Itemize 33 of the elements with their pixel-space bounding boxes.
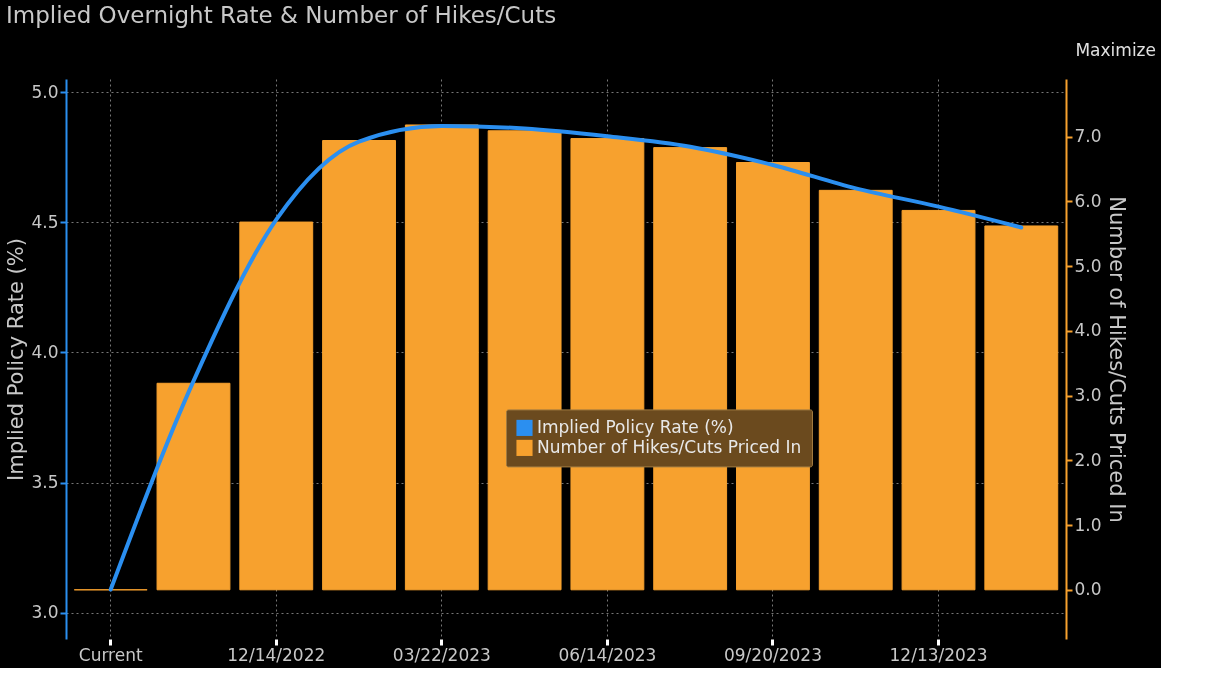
y-tick-label: 5.0 <box>31 81 59 102</box>
text: Maximize <box>1075 40 1156 60</box>
y-axis-title: Implied Policy Rate (%) <box>4 238 29 481</box>
bar <box>239 221 314 591</box>
legend-label: Number of Hikes/Cuts Priced In <box>537 436 802 457</box>
bar <box>901 209 976 591</box>
bar <box>322 140 396 591</box>
y2-tick-label: 5.0 <box>1074 255 1102 276</box>
chart-title: Implied Overnight Rate & Number of Hikes/Cuts <box>5 2 557 28</box>
bar <box>404 124 479 591</box>
bar <box>984 225 1059 591</box>
y-tick-label: 4.0 <box>31 341 59 362</box>
y2-axis-title: Number of Hikes/Cuts Priced In <box>1104 196 1129 523</box>
bar <box>156 382 231 591</box>
y-tick-label: 4.5 <box>31 211 59 232</box>
x-tick-label: 12/13/2023 <box>889 644 988 665</box>
x-tick-label: 03/22/2023 <box>392 644 491 665</box>
legend-label: Implied Policy Rate (%) <box>537 416 734 437</box>
x-tick-label: Current <box>78 644 143 665</box>
bar <box>818 189 893 591</box>
line-series <box>108 123 1024 592</box>
y2-tick-label: 7.0 <box>1074 126 1102 147</box>
y-tick-label: 3.0 <box>31 602 59 623</box>
x-tick-label: 12/14/2022 <box>227 644 326 665</box>
y2-tick-label: 0.0 <box>1074 579 1102 600</box>
y-tick-label: 3.5 <box>31 472 59 493</box>
y2-tick-label: 4.0 <box>1074 320 1102 341</box>
x-tick-label: 09/20/2023 <box>723 644 822 665</box>
y2-tick-label: 3.0 <box>1074 385 1102 406</box>
y2-tick-label: 2.0 <box>1074 449 1102 470</box>
y2-tick-label: 6.0 <box>1074 190 1102 211</box>
x-tick-label: 06/14/2023 <box>558 644 657 665</box>
y2-tick-label: 1.0 <box>1074 514 1102 535</box>
